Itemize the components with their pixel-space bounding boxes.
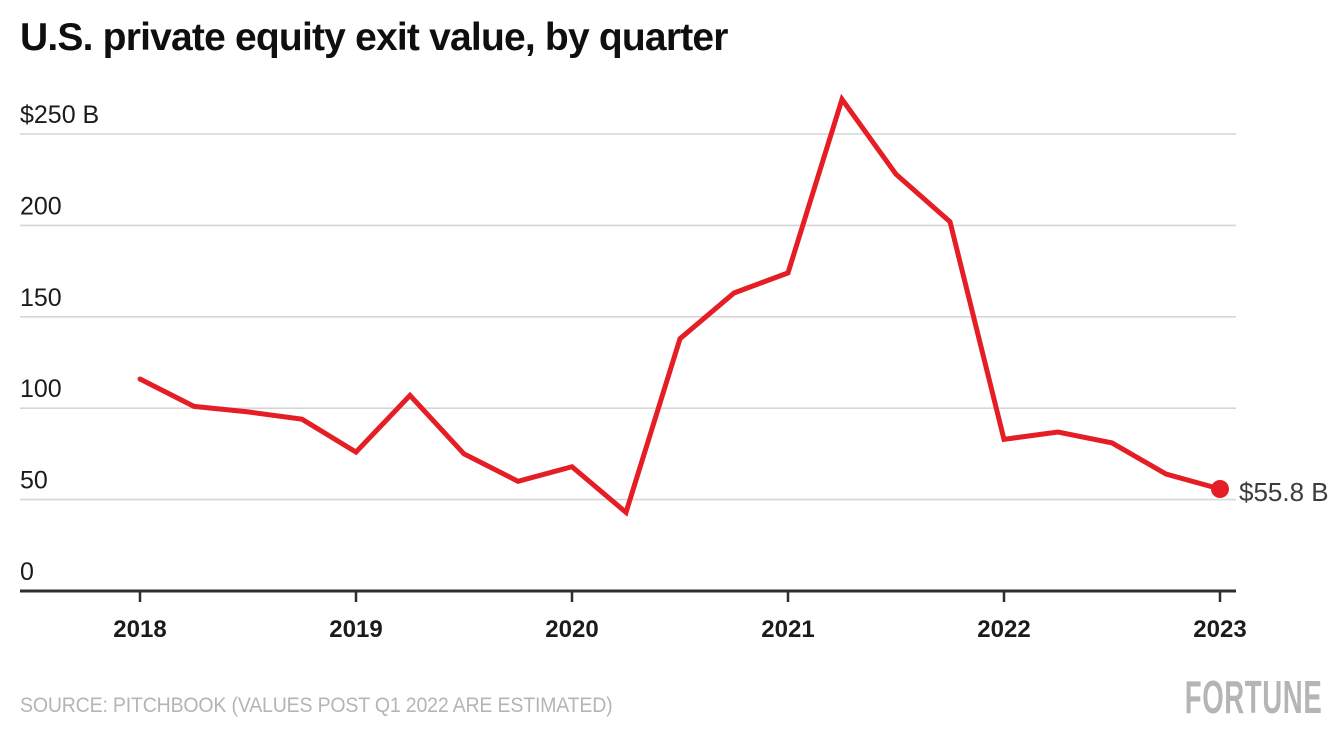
x-axis-label-2022: 2022 xyxy=(977,616,1030,643)
y-axis-label-50: 50 xyxy=(20,467,48,495)
end-point-dot xyxy=(1211,479,1229,498)
x-axis-label-2020: 2020 xyxy=(545,616,598,643)
chart-title: U.S. private equity exit value, by quart… xyxy=(20,16,728,59)
x-axis-label-2021: 2021 xyxy=(761,616,814,643)
source-note: SOURCE: PITCHBOOK (VALUES POST Q1 2022 A… xyxy=(20,694,613,717)
x-axis-label-2023: 2023 xyxy=(1193,616,1246,643)
fortune-logo: FORTUNE xyxy=(1184,671,1322,723)
end-value-label: $55.8 B xyxy=(1239,477,1329,507)
y-axis-label-200: 200 xyxy=(20,192,62,220)
y-axis-label-0: 0 xyxy=(20,558,34,586)
y-axis-label-100: 100 xyxy=(20,375,62,403)
exit-value-line xyxy=(137,93,1223,517)
x-axis-label-2018: 2018 xyxy=(113,616,166,643)
x-axis-label-2019: 2019 xyxy=(329,616,382,643)
y-axis-label-250: $250 B xyxy=(20,101,99,129)
y-axis-label-150: 150 xyxy=(20,284,62,312)
